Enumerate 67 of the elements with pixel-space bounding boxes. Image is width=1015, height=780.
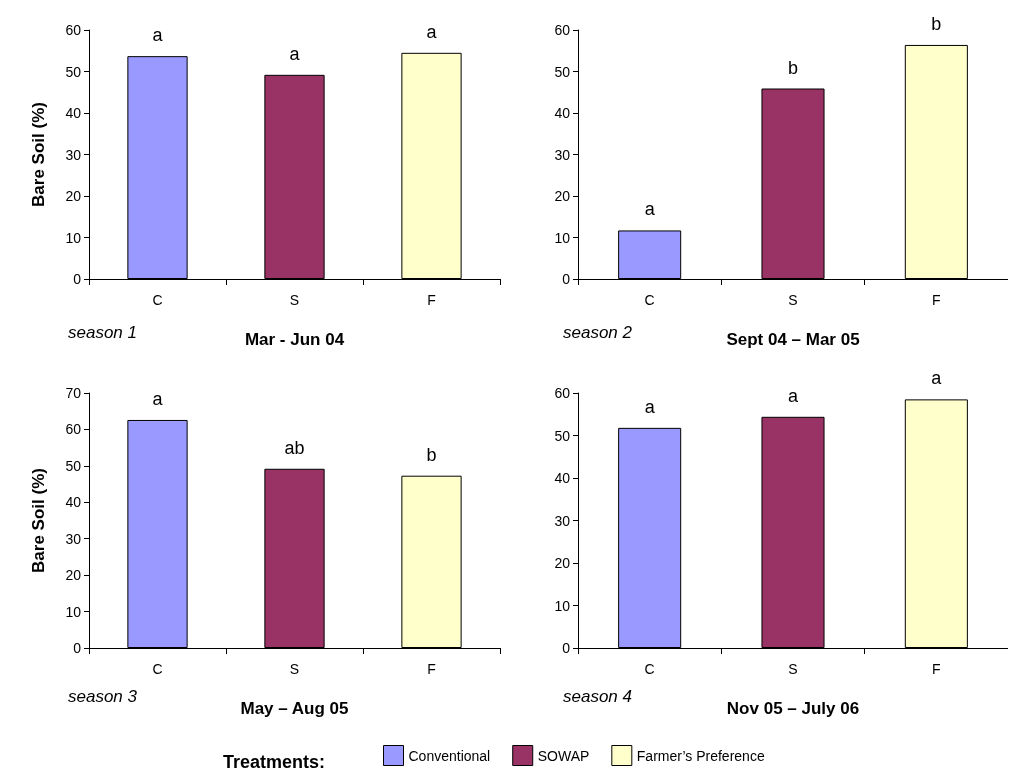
y-tick-label: 0 <box>562 640 571 656</box>
y-tick-label: 30 <box>65 530 82 547</box>
x-tick-label: C <box>152 661 163 677</box>
y-tick-label: 70 <box>65 385 82 401</box>
legend-label: Conventional <box>408 747 491 764</box>
annotation: a <box>289 43 301 64</box>
annotation: a <box>931 368 943 389</box>
annotation: ab <box>284 437 305 458</box>
x-tick-label: F <box>427 661 436 677</box>
y-tick-label: 20 <box>65 567 82 584</box>
y-tick-label: 30 <box>65 146 82 163</box>
annotation: b <box>931 13 942 34</box>
y-tick-label: 20 <box>554 188 571 204</box>
y-tick-label: 10 <box>65 603 82 620</box>
y-axis-title: Bare Soil (%) <box>29 468 48 573</box>
annotation: b <box>426 444 437 465</box>
x-tick-label: C <box>644 292 655 308</box>
y-tick-label: 20 <box>65 188 82 204</box>
y-tick-label: 50 <box>554 63 571 80</box>
y-tick-label: 60 <box>65 22 82 38</box>
x-tick-label: F <box>932 661 941 677</box>
y-tick-label: 0 <box>73 640 82 656</box>
y-tick-label: 40 <box>554 105 571 121</box>
annotation: a <box>787 385 799 406</box>
y-tick-label: 60 <box>65 421 82 438</box>
x-axis-title: Nov 05 – July 06 <box>726 699 860 718</box>
x-axis-title: Sept 04 – Mar 05 <box>726 330 860 349</box>
y-tick-label: 20 <box>554 555 571 571</box>
text: season 4 <box>563 687 632 706</box>
y-tick-label: 30 <box>554 146 571 163</box>
y-tick-label: 40 <box>554 470 571 486</box>
x-tick-label: S <box>289 292 300 308</box>
x-tick-label: F <box>427 292 436 308</box>
annotation: b <box>787 57 799 78</box>
y-tick-label: 0 <box>562 271 571 287</box>
y-tick-label: 10 <box>554 229 571 246</box>
legend-label: SOWAP <box>537 747 590 764</box>
legend-label: Farmer’s Preference <box>636 747 765 764</box>
x-tick-label: C <box>644 661 655 677</box>
y-tick-label: 50 <box>65 63 82 80</box>
y-tick-label: 40 <box>65 105 82 121</box>
y-tick-label: 40 <box>65 494 82 511</box>
y-tick-label: 50 <box>65 457 82 474</box>
annotation: a <box>152 25 164 46</box>
text: season 3 <box>68 687 138 706</box>
x-tick-label: F <box>932 292 941 308</box>
text: season 2 <box>563 323 633 342</box>
annotation: a <box>426 21 438 42</box>
text: season 1 <box>68 323 137 342</box>
y-tick-label: 10 <box>554 597 571 614</box>
annotation: a <box>644 199 656 220</box>
x-axis-title: Mar - Jun 04 <box>244 330 345 349</box>
x-tick-label: S <box>788 292 798 308</box>
x-tick-label: S <box>788 661 798 677</box>
y-tick-label: 50 <box>554 427 571 444</box>
annotation: a <box>152 388 164 409</box>
y-axis-title: Bare Soil (%) <box>29 102 48 207</box>
y-tick-label: 0 <box>73 271 82 287</box>
x-axis-title: May – Aug 05 <box>240 699 349 718</box>
annotation: a <box>644 396 656 417</box>
legend-title: Treatments: <box>223 752 326 772</box>
y-tick-label: 10 <box>65 229 82 246</box>
x-tick-label: S <box>289 661 300 677</box>
y-tick-label: 60 <box>554 385 571 401</box>
x-tick-label: C <box>152 292 163 308</box>
y-tick-label: 60 <box>554 22 571 38</box>
y-tick-label: 30 <box>554 512 571 529</box>
